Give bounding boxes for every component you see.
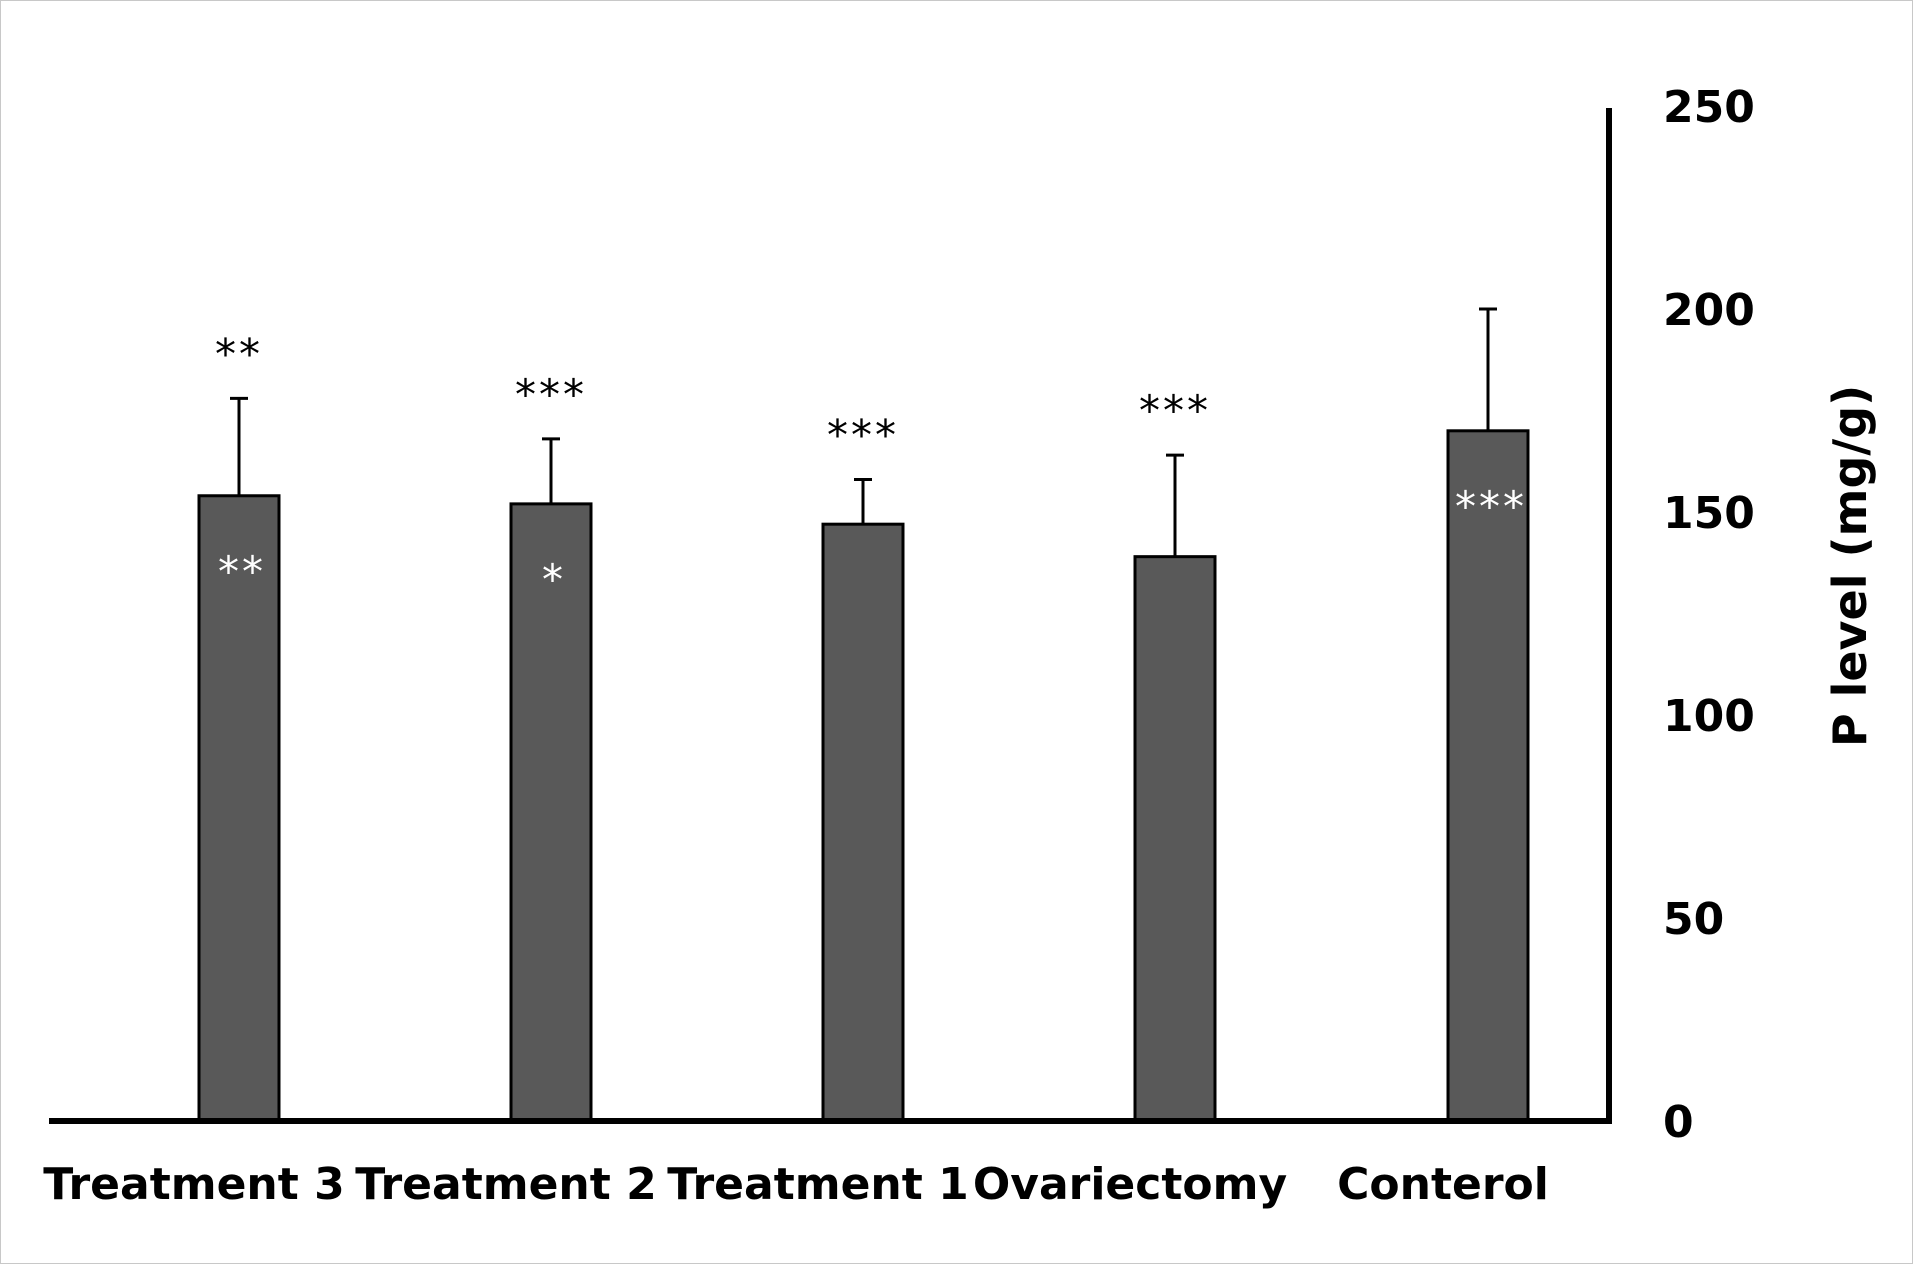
- significance-inside: **: [218, 547, 266, 596]
- y-tick-label: 150: [1663, 488, 1755, 539]
- significance-inside: *: [542, 555, 566, 604]
- y-tick-label: 250: [1663, 82, 1755, 133]
- significance-layer: *********** ******: [215, 329, 1527, 604]
- significance-above: ***: [1139, 386, 1211, 435]
- x-category-labels: Treatment 3 Treatment 2 Treatment 1 Ovariec…: [43, 1159, 1549, 1210]
- significance-above: ***: [515, 370, 587, 419]
- category-label: Treatment 2: [355, 1159, 656, 1210]
- bar-ovariectomy: [1133, 555, 1217, 1123]
- significance-above: ***: [827, 411, 899, 460]
- error-bars-layer: [230, 307, 1497, 557]
- bar-treatment-2: [509, 502, 593, 1123]
- y-tick-label: 200: [1663, 285, 1755, 336]
- y-tick-label: 100: [1663, 691, 1755, 742]
- significance-above: **: [215, 329, 263, 378]
- y-tick-label: 0: [1663, 1097, 1694, 1148]
- y-axis-title: P level (mg/g): [1823, 385, 1877, 747]
- y-tick-labels: 0 50 100 150 200 250: [1663, 82, 1755, 1148]
- bar-treatment-3: [197, 494, 281, 1123]
- category-label: Ovariectomy: [973, 1159, 1287, 1210]
- bar-conterol: [1446, 429, 1530, 1123]
- category-label: Treatment 1: [667, 1159, 968, 1210]
- bar-treatment-1: [821, 522, 905, 1123]
- y-tick-label: 50: [1663, 894, 1724, 945]
- bars-layer: [197, 429, 1530, 1123]
- category-label: Conterol: [1337, 1159, 1549, 1210]
- category-label: Treatment 3: [43, 1159, 344, 1210]
- significance-inside: ***: [1455, 482, 1527, 531]
